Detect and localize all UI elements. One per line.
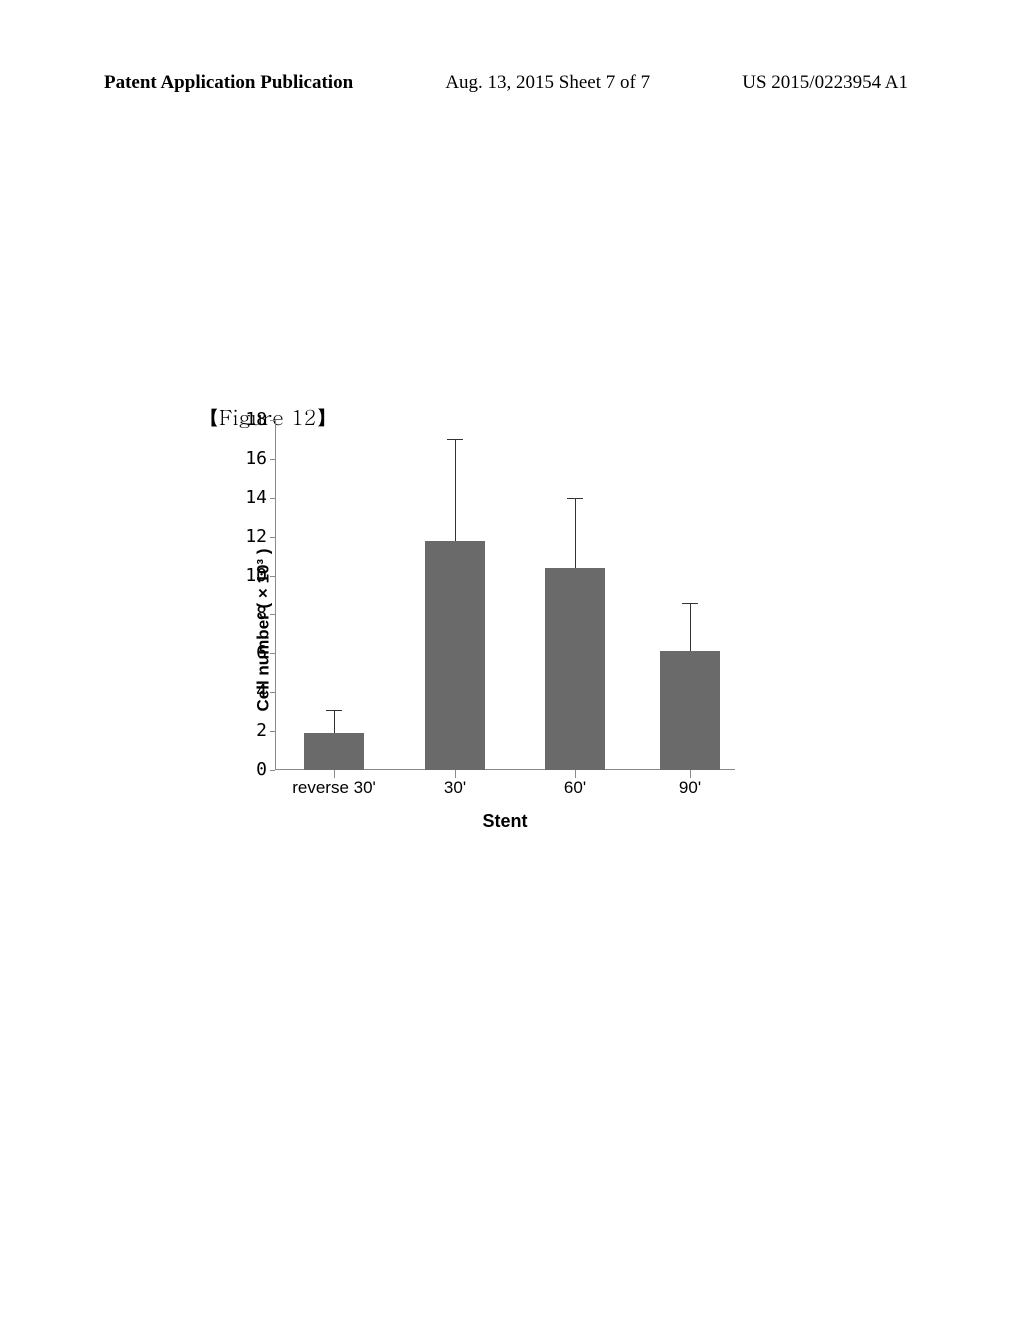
y-tick-mark <box>270 614 275 615</box>
header-left-text: Patent Application Publication <box>104 72 353 94</box>
y-axis-line <box>275 420 276 770</box>
y-tick-label: 10 <box>237 565 267 586</box>
error-bar-line <box>575 498 576 568</box>
y-tick-label: 16 <box>237 448 267 469</box>
y-tick-mark <box>270 537 275 538</box>
error-bar-line <box>690 603 691 652</box>
x-tick-label: 30' <box>444 778 466 798</box>
y-tick-label: 18 <box>237 409 267 430</box>
error-bar-line <box>455 439 456 540</box>
y-tick-label: 12 <box>237 526 267 547</box>
error-bar-cap <box>682 603 698 604</box>
x-tick-label: reverse 30' <box>292 778 376 798</box>
bar <box>545 568 605 770</box>
y-tick-mark <box>270 692 275 693</box>
y-tick-label: 0 <box>237 759 267 780</box>
y-tick-mark <box>270 653 275 654</box>
y-tick-label: 2 <box>237 720 267 741</box>
y-tick-mark <box>270 459 275 460</box>
bar <box>660 651 720 770</box>
y-tick-label: 14 <box>237 487 267 508</box>
x-tick-label: 90' <box>679 778 701 798</box>
error-bar-cap <box>326 710 342 711</box>
x-tick-label: 60' <box>564 778 586 798</box>
chart-plot-area: Stent 024681012141618reverse 30'30'60'90… <box>275 420 735 770</box>
x-tick-mark <box>455 770 456 778</box>
error-bar-cap <box>447 439 463 440</box>
y-tick-mark <box>270 420 275 421</box>
bar-chart: Cell number ( × 10³ ) Stent 024681012141… <box>190 420 760 840</box>
y-tick-mark <box>270 731 275 732</box>
x-tick-mark <box>690 770 691 778</box>
y-tick-mark <box>270 770 275 771</box>
x-axis-label: Stent <box>483 811 528 832</box>
y-tick-label: 6 <box>237 642 267 663</box>
y-tick-mark <box>270 498 275 499</box>
header-right-text: US 2015/0223954 A1 <box>742 72 908 94</box>
header-center-text: Aug. 13, 2015 Sheet 7 of 7 <box>445 72 650 94</box>
x-tick-mark <box>334 770 335 778</box>
error-bar-line <box>334 710 335 733</box>
x-tick-mark <box>575 770 576 778</box>
bar <box>425 541 485 770</box>
bar <box>304 733 364 770</box>
y-tick-label: 8 <box>237 603 267 624</box>
error-bar-cap <box>567 498 583 499</box>
y-tick-mark <box>270 576 275 577</box>
y-tick-label: 4 <box>237 681 267 702</box>
page-header: Patent Application Publication Aug. 13, … <box>0 72 1024 94</box>
